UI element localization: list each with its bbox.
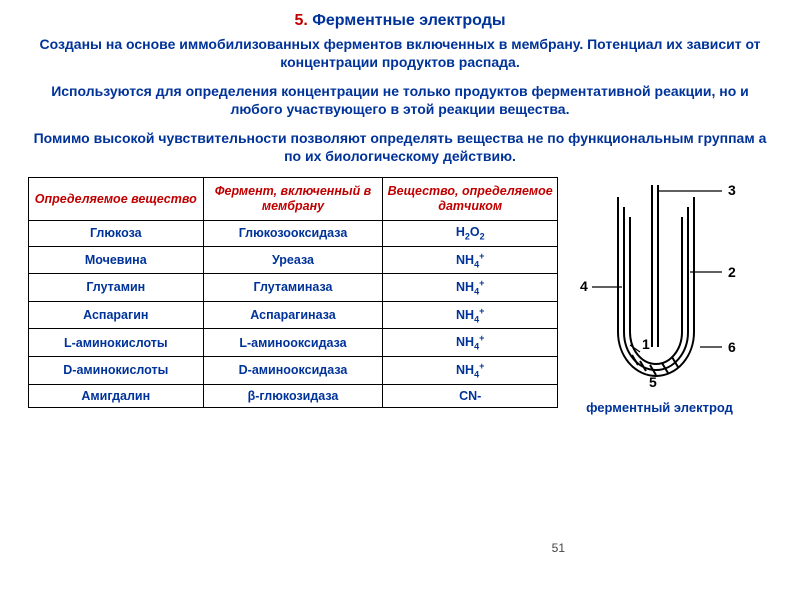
table-cell: L-аминокислоты [29, 329, 204, 357]
table-cell: NH4+ [383, 301, 558, 329]
table-cell: NH4+ [383, 357, 558, 385]
table-header-row: Определяемое вещество Фермент, включенны… [29, 178, 558, 221]
diagram-label-3: 3 [728, 182, 736, 198]
table-cell: Глюкозооксидаза [203, 221, 383, 247]
table-row: L-аминокислотыL-аминооксидазаNH4+ [29, 329, 558, 357]
table-row: АспарагинАспарагиназаNH4+ [29, 301, 558, 329]
th-sensor: Вещество, определяемое датчиком [383, 178, 558, 221]
paragraph-3: Помимо высокой чувствительности позволяю… [28, 130, 772, 165]
paragraph-1: Созданы на основе иммобилизованных ферме… [28, 36, 772, 71]
table-cell: Глюкоза [29, 221, 204, 247]
diagram-label-4: 4 [580, 278, 588, 294]
table-cell: D-аминокислоты [29, 357, 204, 385]
table-cell: NH4+ [383, 329, 558, 357]
table-cell: Уреаза [203, 246, 383, 274]
diagram-caption: ферментный электрод [572, 401, 747, 416]
diagram-wrap: 3 2 4 1 5 6 ферментный электрод [572, 177, 747, 416]
diagram-label-1: 1 [642, 336, 650, 352]
table-cell: Глутаминаза [203, 274, 383, 302]
electrode-diagram: 3 2 4 1 5 6 [572, 177, 747, 392]
table-cell: β-глюкозидаза [203, 384, 383, 407]
page-number: 51 [552, 541, 565, 555]
th-substance: Определяемое вещество [29, 178, 204, 221]
title-number: 5. [294, 12, 307, 29]
table-cell: Мочевина [29, 246, 204, 274]
table-cell: Аспарагин [29, 301, 204, 329]
title-text: Ферментные электроды [312, 12, 505, 29]
table-row: D-аминокислотыD-аминооксидазаNH4+ [29, 357, 558, 385]
table-cell: Глутамин [29, 274, 204, 302]
table-cell: Аспарагиназа [203, 301, 383, 329]
section-title: 5. Ферментные электроды [28, 12, 772, 30]
diagram-label-6: 6 [728, 339, 736, 355]
content-row: Определяемое вещество Фермент, включенны… [28, 177, 772, 416]
table-cell: CN- [383, 384, 558, 407]
table-cell: D-аминооксидаза [203, 357, 383, 385]
table-cell: NH4+ [383, 274, 558, 302]
table-cell: L-аминооксидаза [203, 329, 383, 357]
table-row: Амигдалинβ-глюкозидазаCN- [29, 384, 558, 407]
table-row: ГлутаминГлутаминазаNH4+ [29, 274, 558, 302]
diagram-label-5: 5 [649, 374, 657, 390]
paragraph-2: Используются для определения концентраци… [28, 83, 772, 118]
diagram-label-2: 2 [728, 264, 736, 280]
table-cell: NH4+ [383, 246, 558, 274]
table-cell: Амигдалин [29, 384, 204, 407]
table-cell: H2O2 [383, 221, 558, 247]
table-row: МочевинаУреазаNH4+ [29, 246, 558, 274]
table-row: ГлюкозаГлюкозооксидазаH2O2 [29, 221, 558, 247]
enzyme-table: Определяемое вещество Фермент, включенны… [28, 177, 558, 408]
th-enzyme: Фермент, включенный в мембрану [203, 178, 383, 221]
